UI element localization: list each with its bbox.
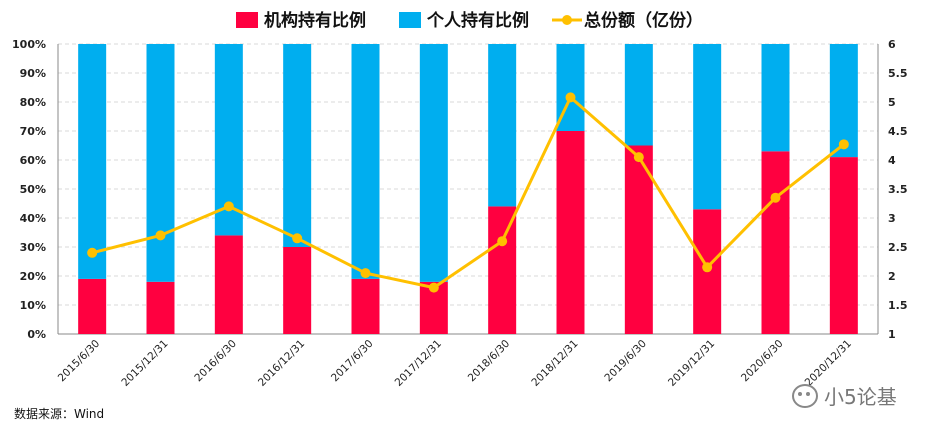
total-share-point	[497, 236, 508, 247]
bar-institution	[78, 278, 107, 334]
x-tick-label: 2019/6/30	[602, 338, 649, 385]
x-tick-label: 2020/6/30	[739, 338, 786, 385]
y-left-tick-label: 20%	[20, 270, 46, 283]
y-right-tick-label: 6	[888, 38, 896, 51]
legend-label: 个人持有比例	[426, 10, 529, 31]
total-share-point	[292, 233, 303, 244]
total-share-point	[360, 268, 371, 279]
total-share-point	[565, 92, 576, 103]
y-left-tick-label: 80%	[20, 96, 46, 109]
x-tick-label: 2016/12/31	[256, 338, 307, 389]
y-right-tick-label: 2	[888, 270, 896, 283]
x-tick-label: 2015/12/31	[119, 338, 170, 389]
y-right-tick-label: 3	[888, 212, 896, 225]
bar-individual	[693, 44, 722, 210]
y-right-tick-label: 4	[888, 154, 896, 167]
bar-institution	[283, 247, 312, 334]
legend-label: 总份额（亿份）	[584, 10, 703, 31]
y-right-tick-label: 5	[888, 96, 896, 109]
x-tick-label: 2018/6/30	[466, 338, 513, 385]
bar-individual	[283, 44, 312, 247]
total-share-point	[223, 201, 234, 212]
bar-institution	[214, 235, 243, 334]
x-tick-label: 2015/6/30	[56, 338, 103, 385]
y-right-tick-label: 3.5	[888, 183, 908, 196]
y-right-tick-label: 1.5	[888, 299, 908, 312]
y-right-tick-label: 5.5	[888, 67, 908, 80]
bar-individual	[761, 44, 790, 152]
x-tick-label: 2018/12/31	[529, 338, 580, 389]
bar-individual	[829, 44, 858, 158]
total-share-point	[87, 247, 98, 258]
bar-individual	[351, 44, 380, 279]
y-left-tick-label: 90%	[20, 67, 46, 80]
y-left-tick-label: 60%	[20, 154, 46, 167]
x-tick-label: 2016/6/30	[192, 338, 239, 385]
total-share-point	[155, 230, 166, 241]
x-tick-label: 2019/12/31	[666, 338, 717, 389]
y-left-tick-label: 10%	[20, 299, 46, 312]
y-left-tick-label: 0%	[27, 328, 46, 341]
y-left-tick-label: 100%	[12, 38, 46, 51]
y-left-tick-label: 30%	[20, 241, 46, 254]
total-share-point	[633, 152, 644, 163]
watermark-text: 小5论基	[824, 385, 897, 409]
y-left-tick-label: 40%	[20, 212, 46, 225]
total-share-line	[91, 95, 845, 290]
bar-institution	[146, 281, 175, 334]
y-right-tick-label: 4.5	[888, 125, 908, 138]
legend-swatch-marker	[562, 15, 572, 25]
bar-institution	[624, 145, 653, 334]
watermark: 小5论基	[792, 381, 897, 410]
bar-individual	[488, 44, 517, 207]
x-tick-label: 2017/12/31	[393, 338, 444, 389]
bar-institution	[488, 206, 517, 334]
bar-institution	[829, 157, 858, 334]
bar-institution	[556, 131, 585, 334]
x-tick-label: 2017/6/30	[329, 338, 376, 385]
bar-individual	[419, 44, 448, 282]
bar-individual	[78, 44, 107, 279]
y-left-tick-label: 70%	[20, 125, 46, 138]
total-share-point	[838, 139, 849, 150]
bar-institution	[351, 278, 380, 334]
total-share-point	[702, 262, 713, 273]
bar-individual	[624, 44, 653, 146]
bar-institution	[761, 151, 790, 334]
wechat-icon	[792, 383, 818, 408]
total-share-point	[428, 282, 439, 293]
total-share-point	[770, 192, 781, 203]
legend-swatch	[236, 12, 258, 28]
source-note: 数据来源：Wind	[14, 407, 105, 421]
y-right-tick-label: 2.5	[888, 241, 908, 254]
bar-individual	[146, 44, 175, 282]
legend-label: 机构持有比例	[264, 10, 366, 31]
y-left-tick-label: 50%	[20, 183, 46, 196]
legend-swatch	[399, 12, 421, 28]
y-right-tick-label: 1	[888, 328, 896, 341]
